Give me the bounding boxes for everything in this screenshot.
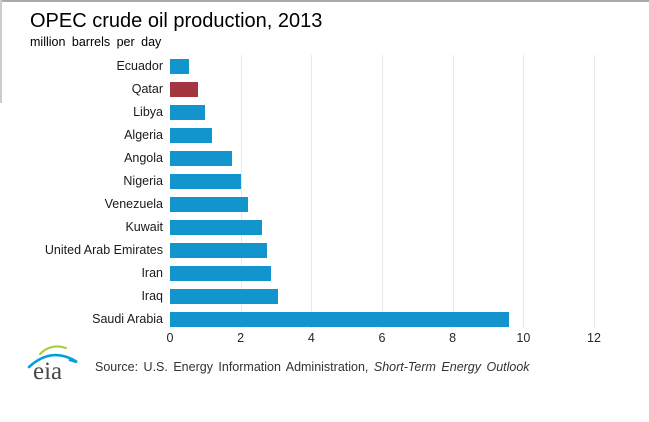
bar-iran <box>170 266 271 281</box>
bar-row: Libya <box>0 101 649 124</box>
bar-track <box>170 239 594 262</box>
category-label: Libya <box>133 105 163 119</box>
logo-blue-swoosh-icon <box>27 353 78 369</box>
category-label: Iraq <box>141 289 163 303</box>
gridline <box>523 55 525 328</box>
category-label: Venezuela <box>104 197 163 211</box>
source-publication: Short-Term Energy Outlook <box>373 360 530 374</box>
bar-row: Saudi Arabia <box>0 308 649 331</box>
bar-qatar <box>170 82 199 97</box>
bar-algeria <box>170 128 213 143</box>
bar-angola <box>170 151 232 166</box>
x-tick-label: 12 <box>587 331 601 345</box>
gridline <box>240 55 242 328</box>
bar-track <box>170 78 594 101</box>
gridline <box>594 55 595 328</box>
bar-track <box>170 262 594 285</box>
x-tick-label: 10 <box>516 331 531 345</box>
bar-row: Kuwait <box>0 216 649 239</box>
category-label: Qatar <box>131 82 163 96</box>
bar-row: Ecuador <box>0 55 649 78</box>
logo-wordmark: eia <box>33 358 62 385</box>
grid-lines <box>170 55 595 328</box>
x-tick-label: 6 <box>378 331 386 345</box>
bar-row: Iran <box>0 262 649 285</box>
category-label: Iran <box>141 266 163 280</box>
category-label: Ecuador <box>116 59 163 73</box>
bar-track <box>170 285 594 308</box>
bar-rows: Ecuador Qatar Libya Algeria Angola Nigeria Ven… <box>0 55 649 331</box>
bar-row: United Arab Emirates <box>0 239 649 262</box>
bar-ecuador <box>170 59 190 74</box>
bar-track <box>170 216 594 239</box>
bar-iraq <box>170 289 278 304</box>
chart-subtitle: million barrels per day <box>30 35 162 49</box>
bar-track <box>170 55 594 78</box>
left-edge-divider <box>0 0 2 103</box>
bar-row: Angola <box>0 147 649 170</box>
category-label: Angola <box>124 151 163 165</box>
category-label: Nigeria <box>123 174 163 188</box>
bar-row: Qatar <box>0 78 649 101</box>
category-label: Algeria <box>124 128 163 142</box>
x-tick-label: 8 <box>449 331 457 345</box>
logo-leaf-swoosh-icon <box>39 345 67 355</box>
bar-saudi-arabia <box>170 312 510 327</box>
bar-row: Algeria <box>0 124 649 147</box>
x-tick-label: 4 <box>307 331 315 345</box>
bar-united-arab-emirates <box>170 243 268 258</box>
x-tick-label: 2 <box>237 331 245 345</box>
bar-track <box>170 147 594 170</box>
bar-libya <box>170 105 206 120</box>
eia-logo-icon: eia <box>27 345 78 385</box>
bar-track <box>170 308 594 331</box>
x-tick-label: 0 <box>166 331 174 345</box>
bar-nigeria <box>170 174 241 189</box>
bar-row: Venezuela <box>0 193 649 216</box>
bar-track <box>170 101 594 124</box>
x-axis: 0 2 4 6 8 10 12 <box>166 331 601 347</box>
bar-row: Nigeria <box>0 170 649 193</box>
gridline <box>311 55 313 328</box>
page-title: OPEC crude oil production, 2013 <box>30 10 323 32</box>
bar-kuwait <box>170 220 262 235</box>
eia-logo: eia <box>26 341 80 392</box>
category-label: United Arab Emirates <box>44 243 163 257</box>
gridline <box>452 55 454 328</box>
bar-venezuela <box>170 197 248 212</box>
bar-track <box>170 193 594 216</box>
top-edge-divider <box>0 0 649 2</box>
source-prefix: Source: U.S. Energy Information Administ… <box>95 360 374 374</box>
bar-track <box>170 124 594 147</box>
gridline <box>382 55 383 328</box>
bar-track <box>170 170 594 193</box>
source-text: Source: U.S. Energy Information Administ… <box>95 360 530 374</box>
category-label: Saudi Arabia <box>92 312 163 326</box>
category-label: Kuwait <box>125 220 163 234</box>
bar-row: Iraq <box>0 285 649 308</box>
